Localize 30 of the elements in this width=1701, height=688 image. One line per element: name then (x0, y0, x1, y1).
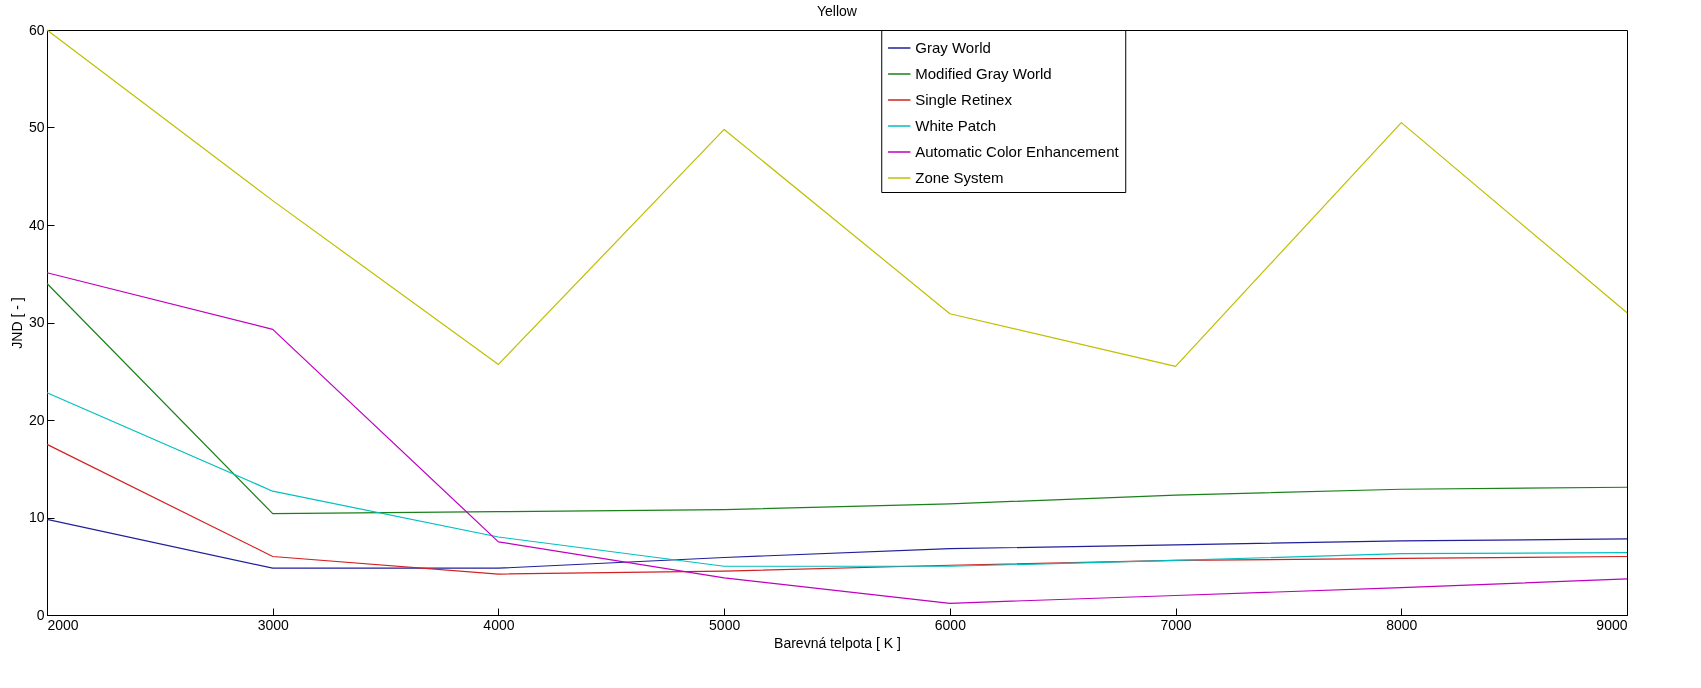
legend-label: White Patch (915, 117, 997, 134)
x-tick-label: 6000 (934, 616, 967, 633)
x-axis-title: Barevná telpota [ K ] (774, 634, 901, 651)
legend-label: Automatic Color Enhancement (915, 143, 1120, 160)
x-tick-label: 9000 (1596, 616, 1628, 633)
x-tick-label: 5000 (709, 616, 741, 633)
line-series (46, 518, 1628, 569)
legend-label: Zone System (915, 169, 1004, 186)
line-series (46, 29, 1628, 367)
y-tick-label: 0 (36, 606, 45, 623)
y-tick-label: 30 (28, 314, 45, 330)
y-axis-title: JND [ - ] (8, 297, 25, 349)
y-tick-label: 60 (28, 21, 45, 38)
chart-title: Yellow (817, 3, 858, 19)
line-series (46, 272, 1628, 604)
legend-label: Gray World (915, 39, 991, 56)
x-tick-label: 4000 (483, 616, 515, 633)
y-tick-label: 20 (28, 411, 45, 428)
x-tick-label: 8000 (1386, 616, 1418, 633)
legend-label: Modified Gray World (915, 65, 1052, 82)
y-tick-label: 50 (28, 119, 45, 135)
y-tick-label: 40 (28, 216, 45, 233)
line-series (46, 282, 1628, 515)
x-tick-label: 2000 (47, 616, 79, 633)
line-series (46, 443, 1628, 575)
legend-label: Single Retinex (915, 91, 1013, 108)
y-tick-label: 10 (28, 509, 45, 525)
x-tick-label: 7000 (1160, 616, 1192, 633)
line-series (46, 392, 1628, 567)
x-tick-label: 3000 (257, 616, 289, 633)
